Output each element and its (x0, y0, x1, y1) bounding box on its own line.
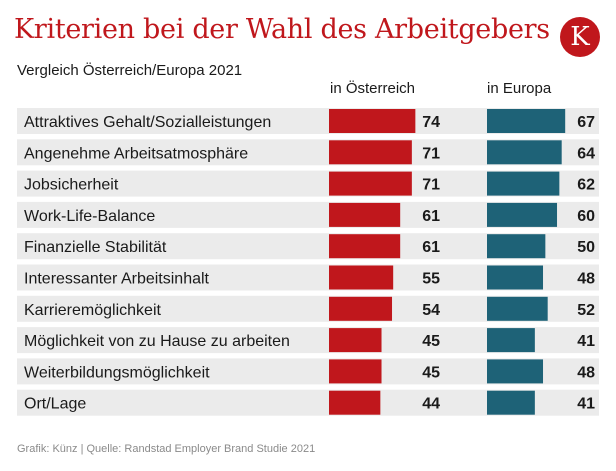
bar-europe (487, 171, 560, 196)
bar-austria (329, 265, 394, 290)
bar-austria (329, 202, 401, 227)
value-label-austria: 71 (422, 145, 440, 162)
bar-europe (487, 234, 546, 259)
bar-europe (487, 202, 558, 227)
column-header-austria: in Österreich (330, 80, 416, 97)
bar-europe (487, 140, 562, 165)
category-label: Attraktives Gehalt/Sozialleistungen (24, 114, 271, 131)
bar-europe (487, 328, 535, 353)
chart-subtitle: Vergleich Österreich/Europa 2021 (17, 62, 243, 79)
bar-austria (329, 390, 381, 415)
bar-europe (487, 359, 544, 384)
category-label: Weiterbildungsmöglichkeit (24, 364, 210, 381)
value-label-austria: 71 (422, 177, 440, 194)
category-label: Work-Life-Balance (24, 208, 155, 225)
bar-europe (487, 109, 566, 133)
value-label-austria: 45 (422, 333, 440, 350)
value-label-europe: 62 (577, 177, 595, 194)
bar-austria (329, 140, 412, 165)
value-label-austria: 74 (422, 114, 440, 131)
bar-austria (329, 296, 393, 321)
value-label-europe: 52 (577, 302, 595, 319)
bar-europe (487, 296, 548, 321)
category-label: Möglichkeit von zu Hause zu arbeiten (24, 333, 290, 350)
value-label-austria: 45 (422, 364, 440, 381)
value-label-austria: 54 (422, 302, 440, 319)
value-label-austria: 61 (422, 208, 440, 225)
value-label-austria: 44 (422, 396, 440, 413)
value-label-austria: 55 (422, 271, 440, 288)
value-label-europe: 64 (577, 145, 595, 162)
value-label-europe: 41 (577, 333, 595, 350)
source-note: Grafik: Künz | Quelle: Randstad Employer… (17, 443, 316, 455)
bar-austria (329, 109, 416, 133)
value-label-europe: 41 (577, 396, 595, 413)
category-label: Ort/Lage (24, 396, 86, 413)
category-label: Angenehme Arbeitsatmosphäre (24, 145, 248, 162)
value-label-austria: 61 (422, 239, 440, 256)
value-label-europe: 48 (577, 271, 595, 288)
chart-title: Kriterien bei der Wahl des Arbeitgebers (14, 14, 550, 45)
value-label-europe: 60 (577, 208, 595, 225)
value-label-europe: 48 (577, 364, 595, 381)
brand-logo: K (560, 17, 600, 57)
bar-austria (329, 328, 382, 353)
category-label: Interessanter Arbeitsinhalt (24, 271, 210, 288)
bar-europe (487, 390, 535, 415)
category-label: Finanzielle Stabilität (24, 239, 167, 256)
bar-austria (329, 171, 412, 196)
bar-austria (329, 359, 382, 384)
category-label: Karrieremöglichkeit (24, 302, 161, 319)
value-label-europe: 50 (577, 239, 595, 256)
value-label-europe: 67 (577, 114, 595, 131)
category-label: Jobsicherheit (24, 177, 119, 194)
bar-europe (487, 265, 544, 290)
column-header-europe: in Europa (487, 80, 552, 97)
bar-austria (329, 234, 401, 259)
